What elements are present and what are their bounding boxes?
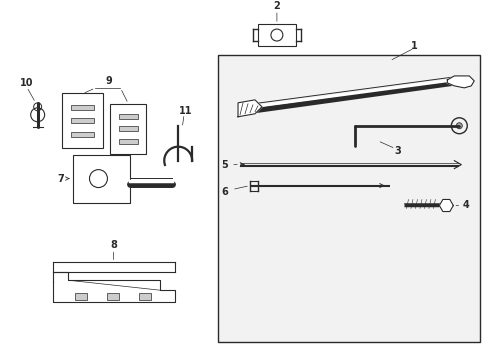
Text: 9: 9 [105,76,112,86]
FancyBboxPatch shape [71,118,94,123]
FancyBboxPatch shape [72,155,130,203]
Polygon shape [238,100,262,117]
Circle shape [455,123,461,129]
Text: 7: 7 [57,174,64,184]
FancyBboxPatch shape [61,93,103,148]
FancyBboxPatch shape [258,24,295,46]
Text: 5: 5 [221,159,228,170]
Text: 10: 10 [20,78,33,88]
FancyBboxPatch shape [118,114,138,119]
Polygon shape [53,272,175,302]
FancyBboxPatch shape [118,126,138,131]
Polygon shape [447,76,473,88]
FancyBboxPatch shape [110,104,146,154]
Text: 6: 6 [221,186,228,197]
Polygon shape [439,199,452,212]
Text: 3: 3 [393,146,400,156]
FancyBboxPatch shape [74,293,86,300]
Text: 2: 2 [273,1,280,11]
Text: 4: 4 [462,201,468,211]
FancyBboxPatch shape [218,55,479,342]
Text: 11: 11 [178,106,192,116]
FancyBboxPatch shape [71,132,94,137]
FancyBboxPatch shape [139,293,151,300]
Text: 1: 1 [410,41,417,51]
Text: 8: 8 [110,240,117,250]
FancyBboxPatch shape [71,104,94,109]
FancyBboxPatch shape [107,293,119,300]
FancyBboxPatch shape [118,139,138,144]
